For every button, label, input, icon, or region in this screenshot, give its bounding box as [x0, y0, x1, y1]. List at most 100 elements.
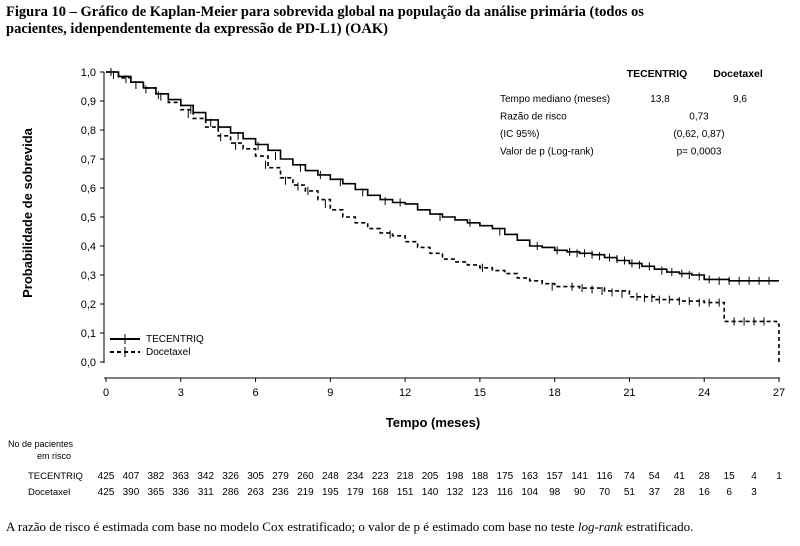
at-risk-value: 28	[674, 487, 686, 498]
legend-label-tecentriq: TECENTRIQ	[146, 334, 204, 345]
footnote-italic: log-rank	[577, 519, 623, 534]
at-risk-value: 311	[198, 487, 214, 498]
at-risk-value: 116	[497, 487, 513, 498]
at-risk-row-name: Docetaxel	[28, 487, 70, 498]
x-tick-label: 18	[549, 387, 561, 399]
at-risk-value: 336	[172, 487, 189, 498]
at-risk-value: 382	[148, 471, 165, 482]
x-axis-label: Tempo (meses)	[386, 415, 480, 430]
at-risk-value: 90	[574, 487, 586, 498]
at-risk-value: 41	[674, 471, 686, 482]
at-risk-value: 6	[726, 487, 732, 498]
stats-row-label: Valor de p (Log-rank)	[500, 147, 594, 158]
at-risk-value: 286	[222, 487, 239, 498]
at-risk-value: 123	[472, 487, 489, 498]
at-risk-value: 236	[272, 487, 289, 498]
figure-caption: Figura 10 – Gráfico de Kaplan-Meier para…	[6, 4, 644, 37]
at-risk-value: 218	[397, 471, 414, 482]
at-risk-value: 37	[649, 487, 661, 498]
y-tick-label: 0,2	[81, 299, 96, 311]
at-risk-value: 70	[599, 487, 611, 498]
y-tick-label: 0,5	[81, 212, 96, 224]
stats-row-label: (IC 95%)	[500, 129, 539, 140]
at-risk-value: 98	[549, 487, 561, 498]
at-risk-value: 157	[546, 471, 563, 482]
at-risk-label-line2: em risco	[37, 451, 71, 461]
at-risk-value: 16	[699, 487, 711, 498]
stats-col-header: TECENTRIQ	[627, 68, 688, 80]
at-risk-value: 425	[98, 471, 115, 482]
series-layer	[106, 68, 780, 362]
footnote-text: A razão de risco é estimada com base no …	[6, 519, 578, 534]
stats-value: p= 0,0003	[677, 147, 722, 158]
y-ticks: 0,0 0,1 0,2 0,3 0,4 0,5 0,6 0,7 0,8 0,9 1,0	[81, 67, 104, 369]
survival-curve-tecentriq	[106, 71, 779, 282]
at-risk-value: 363	[172, 471, 189, 482]
at-risk-value: 425	[98, 487, 115, 498]
at-risk-value: 15	[724, 471, 736, 482]
y-axis-label: Probabilidade de sobrevida	[20, 127, 35, 298]
at-risk-value: 279	[272, 471, 289, 482]
y-tick-label: 0,0	[81, 357, 96, 369]
at-risk-value: 74	[624, 471, 636, 482]
at-risk-value: 140	[422, 487, 439, 498]
at-risk-value: 4	[751, 471, 757, 482]
stats-row-label: Razão de risco	[500, 112, 567, 123]
at-risk-value: 223	[372, 471, 389, 482]
at-risk-value: 219	[297, 487, 314, 498]
y-tick-label: 0,8	[81, 125, 96, 137]
y-tick-label: 0,9	[81, 96, 96, 108]
at-risk-value: 198	[447, 471, 464, 482]
chart-legend: TECENTRIQ Docetaxel	[110, 334, 204, 358]
at-risk-value: 28	[699, 471, 711, 482]
stats-table: TECENTRIQ Docetaxel Tempo mediano (meses) 1…	[500, 68, 763, 158]
y-tick-label: 0,7	[81, 154, 96, 166]
at-risk-value: 188	[472, 471, 489, 482]
y-tick-label: 0,4	[81, 241, 96, 253]
at-risk-value: 326	[222, 471, 239, 482]
at-risk-value: 163	[521, 471, 538, 482]
at-risk-value: 365	[148, 487, 165, 498]
stats-value: (0,62, 0,87)	[673, 129, 724, 140]
at-risk-label-line1: No de pacientes	[8, 439, 74, 449]
x-ticks: 0 3 6 9 12 15 18 21 24 27	[103, 378, 785, 399]
at-risk-table: No de pacientes em risco TECENTRIQ 425 407…	[8, 439, 782, 498]
at-risk-value: 116	[597, 471, 613, 482]
x-tick-label: 21	[623, 387, 635, 399]
at-risk-value: 175	[496, 471, 513, 482]
y-tick-label: 0,6	[81, 183, 96, 195]
at-risk-value: 104	[521, 487, 538, 498]
at-risk-value: 141	[571, 471, 588, 482]
stats-row-label: Tempo mediano (meses)	[500, 94, 610, 105]
at-risk-value: 54	[649, 471, 661, 482]
x-tick-label: 15	[474, 387, 486, 399]
footnote: A razão de risco é estimada com base no …	[6, 519, 796, 535]
at-risk-value: 390	[123, 487, 140, 498]
x-tick-label: 12	[399, 387, 411, 399]
at-risk-value: 263	[247, 487, 264, 498]
at-risk-value: 305	[247, 471, 264, 482]
at-risk-value: 195	[322, 487, 339, 498]
footnote-text-end: estratificado.	[622, 519, 694, 534]
x-tick-label: 9	[327, 387, 333, 399]
stats-value: 13,8	[650, 94, 670, 105]
at-risk-value: 248	[322, 471, 339, 482]
at-risk-value: 51	[624, 487, 636, 498]
stats-value: 0,73	[689, 112, 709, 123]
at-risk-value: 1	[776, 471, 782, 482]
y-tick-label: 1,0	[81, 67, 96, 79]
stats-value: 9,6	[733, 94, 747, 105]
x-tick-label: 27	[773, 387, 785, 399]
at-risk-value: 132	[447, 487, 464, 498]
at-risk-value: 205	[422, 471, 439, 482]
at-risk-value: 3	[751, 487, 757, 498]
x-tick-label: 0	[103, 387, 109, 399]
x-tick-label: 3	[178, 387, 184, 399]
legend-label-docetaxel: Docetaxel	[146, 347, 190, 358]
at-risk-value: 260	[297, 471, 314, 482]
at-risk-value: 342	[197, 471, 214, 482]
x-tick-label: 6	[252, 387, 258, 399]
at-risk-value: 179	[347, 487, 364, 498]
at-risk-value: 151	[397, 487, 414, 498]
